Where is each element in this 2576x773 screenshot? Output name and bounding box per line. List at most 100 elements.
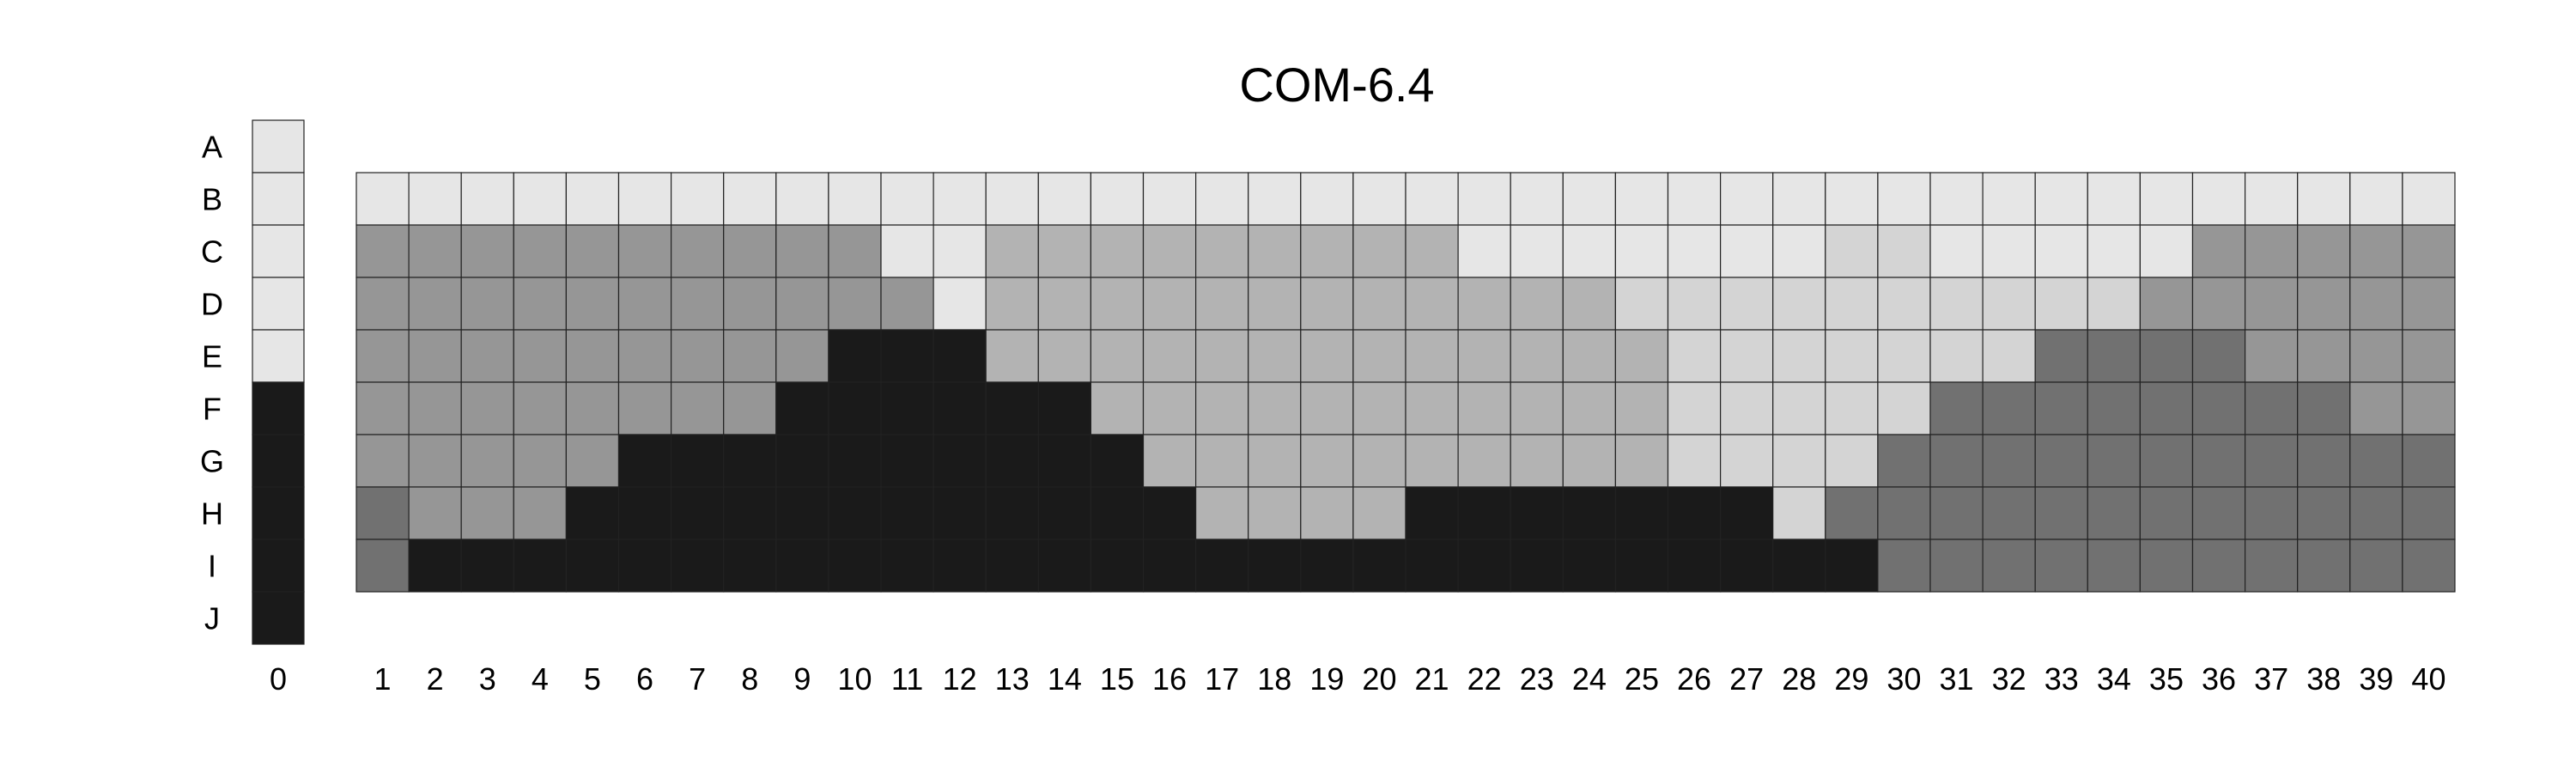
cell-i-37 <box>2245 539 2299 593</box>
cell-d-7 <box>670 277 725 331</box>
cell-d-8 <box>723 277 777 331</box>
cell-h-25 <box>1614 486 1669 540</box>
cell-d-22 <box>1457 277 1511 331</box>
cell-e-16 <box>1142 329 1197 383</box>
column-label-38: 38 <box>2306 661 2341 697</box>
row-label-c: C <box>201 234 223 270</box>
cell-c-31 <box>1929 224 1984 278</box>
row-label-d: D <box>201 287 223 322</box>
cell-d-24 <box>1562 277 1617 331</box>
cell-c-6 <box>617 224 672 278</box>
cell-d-19 <box>1300 277 1354 331</box>
row-label-e: E <box>202 339 222 374</box>
cell-i-16 <box>1142 539 1197 593</box>
cell-c-35 <box>2139 224 2194 278</box>
cell-g-7 <box>670 434 725 488</box>
cell-f-7 <box>670 381 725 435</box>
cell-h-16 <box>1142 486 1197 540</box>
cell-f-5 <box>565 381 620 435</box>
cell-g-14 <box>1037 434 1092 488</box>
cell-i-2 <box>408 539 462 593</box>
column-label-6: 6 <box>636 661 653 697</box>
cell-c-24 <box>1562 224 1617 278</box>
cell-e-22 <box>1457 329 1511 383</box>
cell-g-21 <box>1405 434 1459 488</box>
cell-e-12 <box>933 329 987 383</box>
cell-i-20 <box>1352 539 1406 593</box>
cell-g-9 <box>775 434 829 488</box>
cell-f-9 <box>775 381 829 435</box>
row-label-h: H <box>201 496 223 532</box>
cell-h-29 <box>1825 486 1879 540</box>
cell-c-20 <box>1352 224 1406 278</box>
cell-f-1 <box>355 381 410 435</box>
cell-h-7 <box>670 486 725 540</box>
cell-c-3 <box>460 224 514 278</box>
cell-b-24 <box>1562 172 1617 226</box>
cell-b-12 <box>933 172 987 226</box>
column-label-13: 13 <box>995 661 1030 697</box>
cell-g-22 <box>1457 434 1511 488</box>
cell-d-21 <box>1405 277 1459 331</box>
cell-g-20 <box>1352 434 1406 488</box>
cell-c-30 <box>1877 224 1931 278</box>
cell-f-25 <box>1614 381 1669 435</box>
cell-b-8 <box>723 172 777 226</box>
cell-b-10 <box>828 172 882 226</box>
cell-f-26 <box>1667 381 1722 435</box>
cell-f-34 <box>2087 381 2142 435</box>
cell-g-33 <box>2034 434 2088 488</box>
cell-e-34 <box>2087 329 2142 383</box>
cell-c-12 <box>933 224 987 278</box>
cell-i-12 <box>933 539 987 593</box>
cell-b-16 <box>1142 172 1197 226</box>
cell-g-17 <box>1194 434 1249 488</box>
cell-c-2 <box>408 224 462 278</box>
row-label-g: G <box>200 444 224 479</box>
cell-e-9 <box>775 329 829 383</box>
column-label-20: 20 <box>1362 661 1396 697</box>
cell-g-40 <box>2402 434 2456 488</box>
cell-g-35 <box>2139 434 2194 488</box>
cell-i-4 <box>513 539 567 593</box>
cell-g-8 <box>723 434 777 488</box>
cell-g-31 <box>1929 434 1984 488</box>
cell-g-39 <box>2349 434 2403 488</box>
cell-i-11 <box>880 539 934 593</box>
cell-h-28 <box>1772 486 1826 540</box>
cell-g-29 <box>1825 434 1879 488</box>
cell-b-40 <box>2402 172 2456 226</box>
cell-b-11 <box>880 172 934 226</box>
cell-b-33 <box>2034 172 2088 226</box>
cell-i-13 <box>985 539 1039 593</box>
cell-d-13 <box>985 277 1039 331</box>
cell-e-37 <box>2245 329 2299 383</box>
cell-i-39 <box>2349 539 2403 593</box>
cell-d-30 <box>1877 277 1931 331</box>
column-label-8: 8 <box>741 661 758 697</box>
cell-h-17 <box>1194 486 1249 540</box>
reference-cell-d <box>252 277 305 331</box>
cell-i-14 <box>1037 539 1092 593</box>
cell-d-4 <box>513 277 567 331</box>
column-label-22: 22 <box>1467 661 1502 697</box>
cell-c-11 <box>880 224 934 278</box>
cell-i-22 <box>1457 539 1511 593</box>
column-label-2: 2 <box>427 661 444 697</box>
cell-f-28 <box>1772 381 1826 435</box>
column-label-11: 11 <box>891 661 923 697</box>
column-label-1: 1 <box>374 661 392 697</box>
row-label-f: F <box>203 392 222 427</box>
cell-c-40 <box>2402 224 2456 278</box>
column-label-18: 18 <box>1257 661 1291 697</box>
cell-d-34 <box>2087 277 2142 331</box>
cell-h-20 <box>1352 486 1406 540</box>
column-label-26: 26 <box>1677 661 1711 697</box>
cell-b-38 <box>2297 172 2351 226</box>
cell-b-15 <box>1090 172 1145 226</box>
cell-f-14 <box>1037 381 1092 435</box>
cell-f-17 <box>1194 381 1249 435</box>
cell-g-36 <box>2191 434 2246 488</box>
cell-g-4 <box>513 434 567 488</box>
